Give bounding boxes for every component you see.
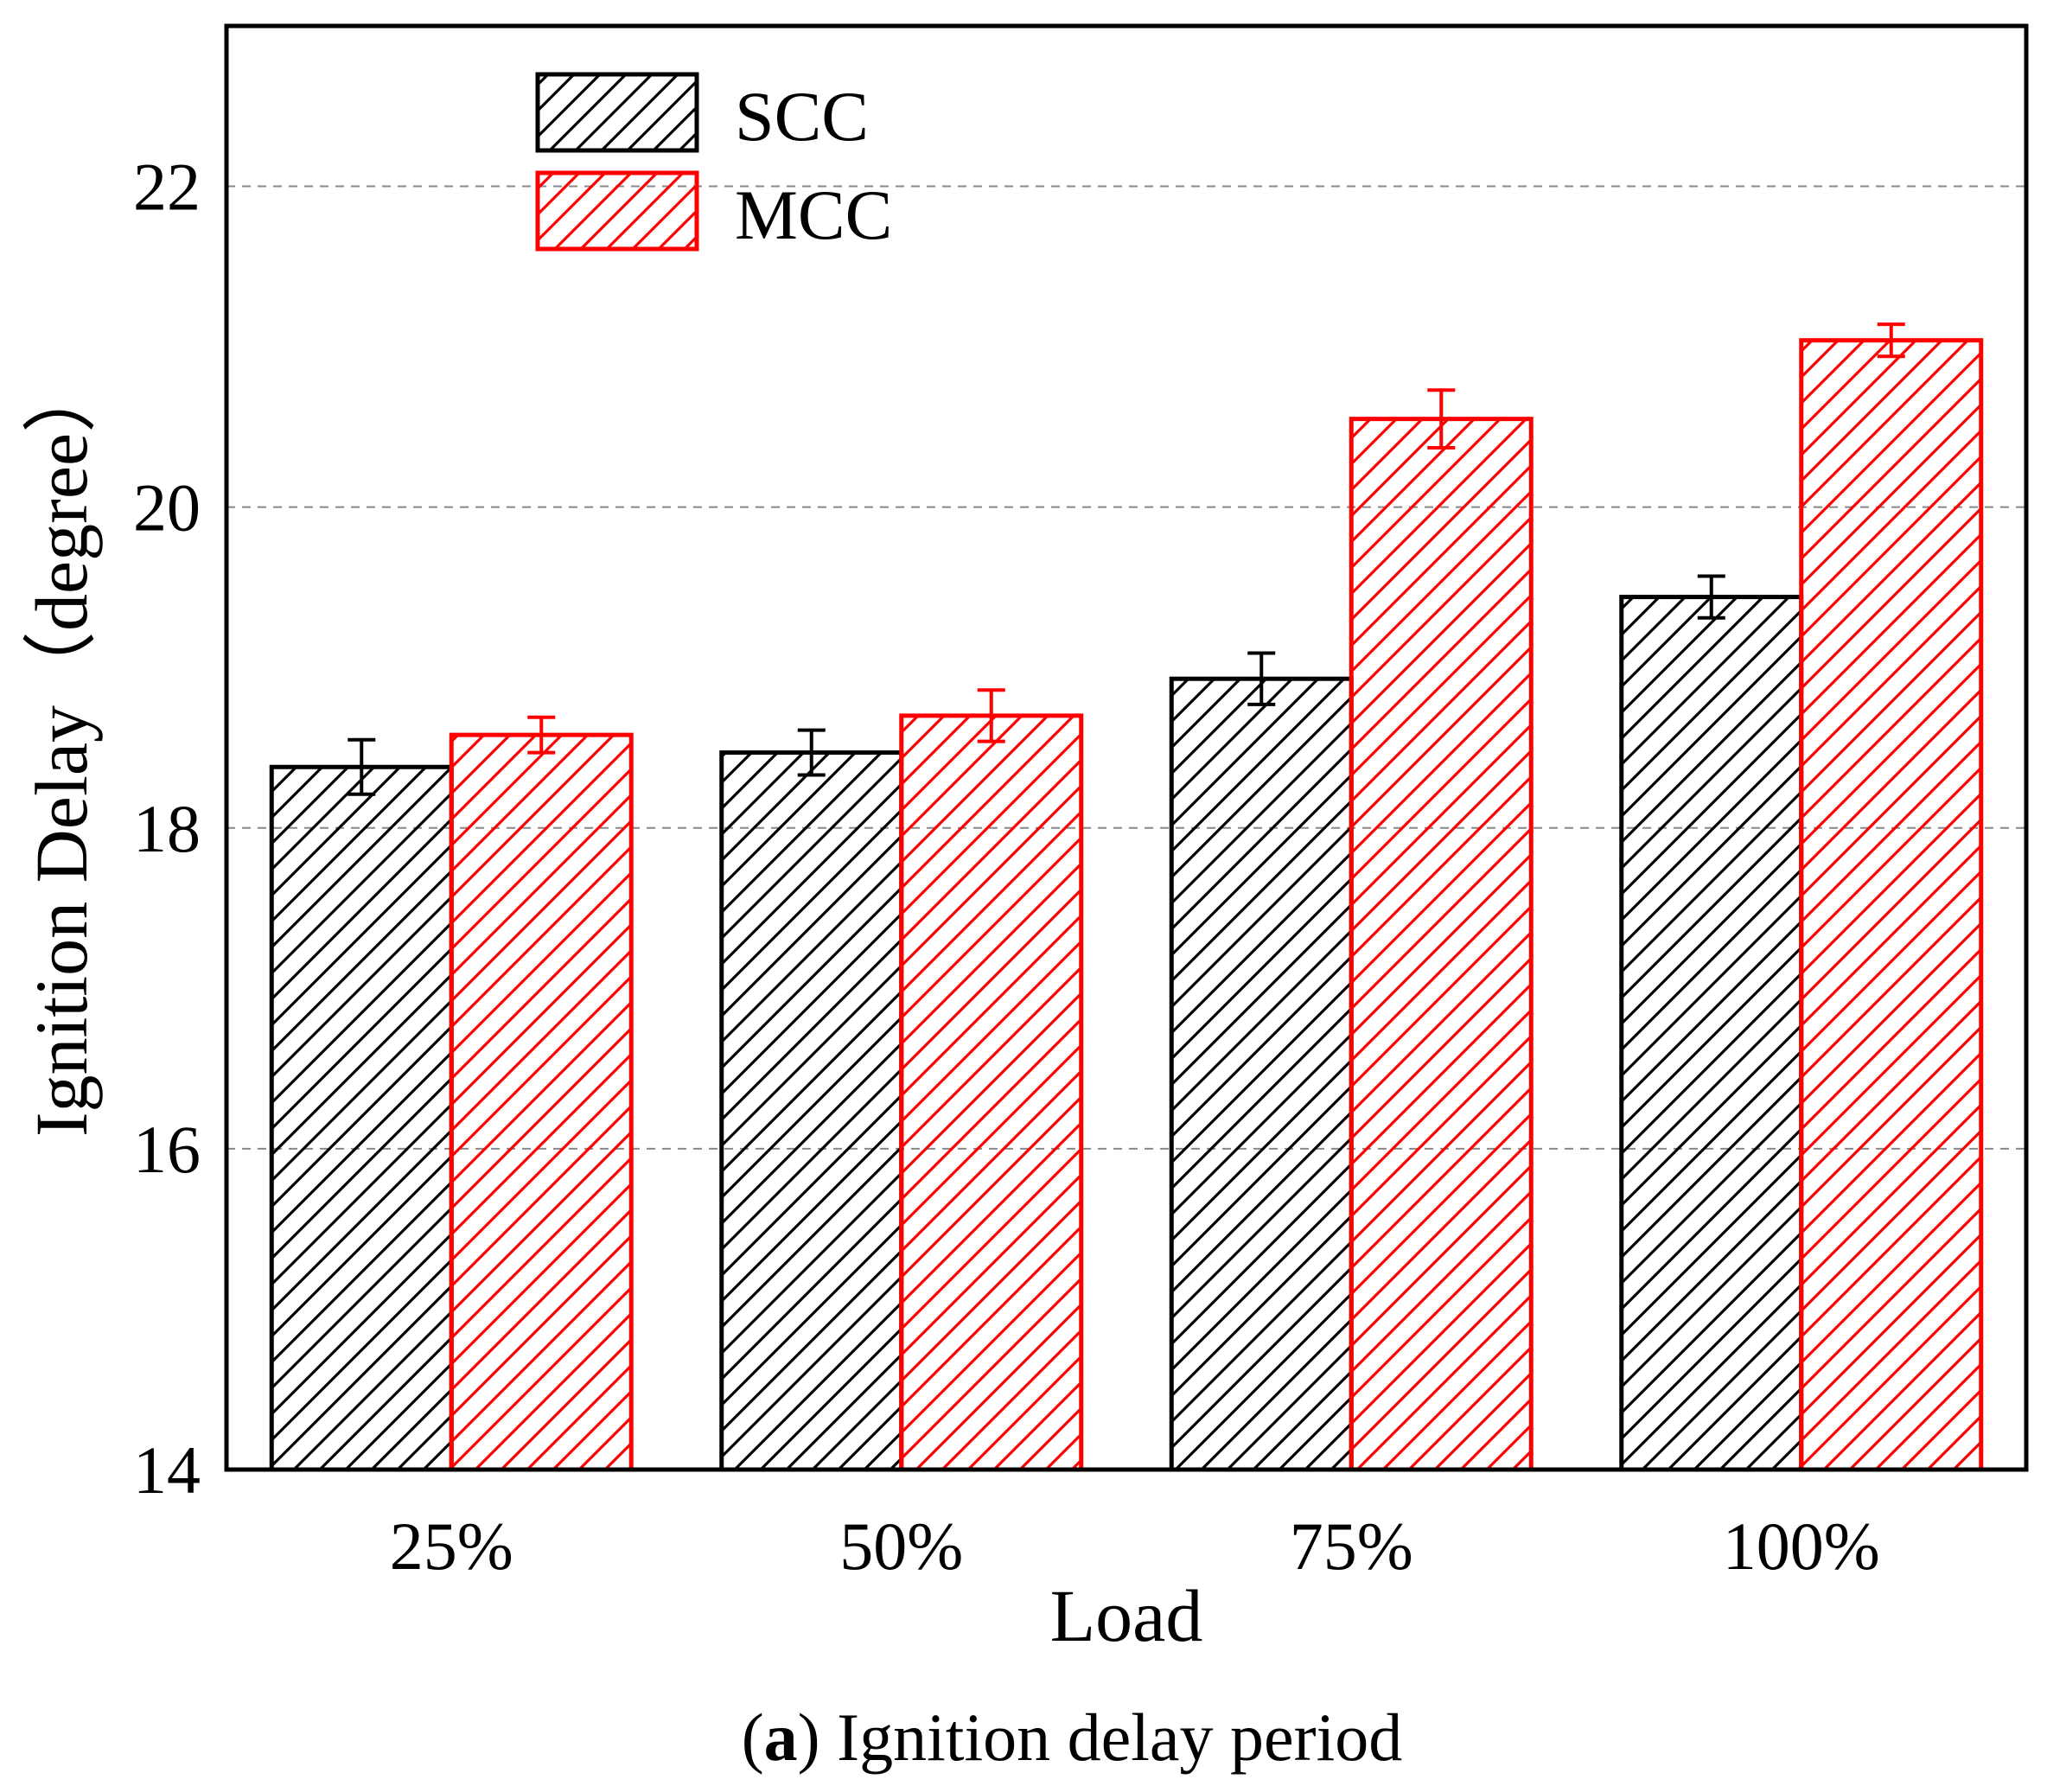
y-axis-title: Ignition Delay（degree） [20, 359, 103, 1137]
y-tick-label: 14 [133, 1432, 201, 1508]
bar-scc-3 [1619, 595, 1804, 1472]
y-tick-label: 16 [133, 1112, 201, 1187]
x-tick-label: 25% [390, 1508, 513, 1584]
bar-mcc-1 [899, 713, 1084, 1472]
legend-label-scc: SCC [735, 77, 869, 156]
bar-scc-2 [1169, 676, 1354, 1472]
legend: SCC MCC [535, 72, 892, 254]
legend-swatch-mcc [535, 170, 699, 252]
bar-scc-1 [719, 750, 904, 1472]
legend-swatch-scc [535, 72, 699, 153]
error-bar-mcc-2 [1427, 388, 1456, 450]
error-bar-mcc-3 [1877, 322, 1905, 359]
bar-mcc-3 [1799, 338, 1984, 1472]
y-tick-label: 22 [133, 150, 201, 225]
error-bar-scc-3 [1697, 574, 1725, 620]
figure-caption: (a) Ignition delay period [742, 1700, 1403, 1775]
x-axis-title: Load [1050, 1574, 1203, 1657]
error-bar-scc-1 [797, 728, 826, 777]
y-tick-label: 18 [133, 791, 201, 866]
bar-mcc-0 [449, 732, 634, 1472]
x-tick-label: 75% [1290, 1508, 1413, 1584]
legend-label-mcc: MCC [735, 175, 892, 254]
bar-scc-0 [269, 764, 454, 1472]
y-axis-ticks: 14 16 18 20 22 [133, 150, 201, 1508]
error-bar-scc-0 [348, 737, 376, 796]
x-tick-label: 50% [839, 1508, 963, 1584]
bars [269, 338, 1984, 1472]
plot-frame [224, 23, 2029, 1472]
x-tick-label: 100% [1723, 1508, 1880, 1584]
error-bar-mcc-1 [977, 688, 1005, 743]
error-bar-scc-2 [1247, 651, 1276, 706]
y-tick-label: 20 [133, 470, 201, 545]
error-bars [348, 322, 1905, 796]
error-bar-mcc-0 [527, 715, 556, 755]
bar-mcc-2 [1349, 417, 1534, 1472]
x-axis-ticks: 25% 50% 75% 100% [390, 1508, 1880, 1584]
